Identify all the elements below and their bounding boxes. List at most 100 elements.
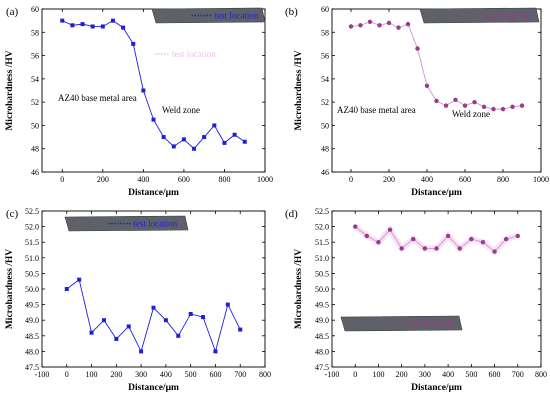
data-point xyxy=(472,99,477,105)
x-tick-label: 200 xyxy=(97,175,109,184)
data-point xyxy=(242,139,247,144)
x-tick-label: 0 xyxy=(65,370,69,379)
data-point xyxy=(212,123,217,128)
x-tick-label: 400 xyxy=(442,370,454,379)
y-tick-label: 54 xyxy=(321,75,329,84)
x-tick-label: 500 xyxy=(465,370,477,379)
x-tick-label: 200 xyxy=(383,175,395,184)
data-point xyxy=(238,327,243,332)
y-tick-label: 49.0 xyxy=(25,316,39,325)
data-point xyxy=(201,315,206,320)
data-point xyxy=(114,336,119,341)
x-tick-label: -100 xyxy=(325,370,340,379)
x-tick-label: 300 xyxy=(419,370,431,379)
y-tick-label: 58 xyxy=(31,28,39,37)
specimen-shape xyxy=(151,7,266,24)
panel-b: 0 200 400 600 800 1000 46 48 50 52 54 56 58 60 Distanc… xyxy=(285,5,549,198)
data-point xyxy=(481,104,487,110)
legend-label: test location xyxy=(215,11,259,21)
y-tick-label: 46 xyxy=(31,168,39,177)
data-point xyxy=(434,246,439,251)
data-point xyxy=(89,330,94,335)
x-tick-label: 500 xyxy=(185,370,197,379)
data-point xyxy=(181,137,186,142)
y-tick-label: 48.0 xyxy=(315,347,329,356)
legend-specimen: test location xyxy=(340,315,463,332)
data-point xyxy=(519,103,525,108)
series-line xyxy=(62,20,245,150)
data-point xyxy=(202,135,207,140)
y-tick-label: 60 xyxy=(31,5,39,14)
y-axis-label: Microhardness /HV xyxy=(294,249,304,329)
panel-a: 0 200 400 600 800 1000 46 48 50 52 54 56 58 60 Distanc… xyxy=(5,5,273,198)
data-point xyxy=(491,106,496,112)
series-line xyxy=(66,278,241,353)
data-point xyxy=(358,23,363,28)
x-tick-label: 600 xyxy=(459,175,471,184)
data-point xyxy=(141,88,146,93)
y-tick-label: 47.5 xyxy=(315,363,329,372)
y-tick-label: 49.5 xyxy=(25,301,39,310)
data-point xyxy=(77,277,82,282)
y-tick-label: 49.5 xyxy=(315,301,329,310)
panel-label: (d) xyxy=(285,208,298,220)
data-point xyxy=(70,23,75,28)
y-tick-label: 52 xyxy=(31,98,39,107)
y-tick-label: 48.0 xyxy=(25,347,39,356)
legend-specimen: test location xyxy=(419,7,540,24)
data-point xyxy=(510,104,515,110)
data-point xyxy=(367,19,373,25)
data-point xyxy=(445,233,451,239)
x-tick-label: 400 xyxy=(421,175,433,184)
y-tick-label: 50 xyxy=(321,121,329,130)
data-point xyxy=(139,349,144,354)
y-tick-label: 58 xyxy=(321,28,329,37)
legend-label: test location xyxy=(133,219,177,229)
y-tick-label: 50.5 xyxy=(25,269,39,278)
ghost-legend-label: test location xyxy=(172,49,216,59)
x-tick-label: 800 xyxy=(259,370,271,379)
data-point xyxy=(376,240,381,245)
data-point xyxy=(80,22,85,27)
legend-label: test location xyxy=(486,11,530,21)
data-point xyxy=(399,246,404,251)
data-point xyxy=(110,18,115,23)
y-tick-label: 60 xyxy=(321,5,329,14)
data-point xyxy=(213,349,218,354)
x-tick-label: 600 xyxy=(178,175,190,184)
y-tick-label: 51.5 xyxy=(25,238,39,247)
x-tick-label: 600 xyxy=(489,370,501,379)
data-point xyxy=(424,83,430,89)
y-tick-label: 51.0 xyxy=(315,254,329,263)
data-point xyxy=(364,233,370,239)
data-point xyxy=(60,18,65,23)
x-tick-label: 100 xyxy=(86,370,98,379)
panel-d: -100 0 100 200 300 400 500 600 700 800 47.5 48.0 48.… xyxy=(285,207,547,393)
y-tick-label: 52.0 xyxy=(315,223,329,232)
data-point xyxy=(64,287,69,291)
data-point xyxy=(386,20,392,26)
x-tick-label: 100 xyxy=(372,370,384,379)
y-tick-label: 48.5 xyxy=(315,332,329,341)
y-tick-label: 50.5 xyxy=(315,269,329,278)
x-tick-label: 200 xyxy=(396,370,408,379)
data-point xyxy=(188,311,193,316)
data-point xyxy=(176,333,181,338)
axes-frame xyxy=(41,8,266,173)
annotation: AZ40 base metal area xyxy=(337,105,416,115)
x-tick-label: -100 xyxy=(35,370,50,379)
x-tick-label: 0 xyxy=(349,175,353,184)
x-axis-label: Distance/μm xyxy=(411,383,462,393)
y-tick-label: 52.0 xyxy=(25,223,39,232)
data-point xyxy=(100,24,105,29)
panel-label: (a) xyxy=(6,6,19,18)
data-point xyxy=(434,98,439,104)
x-tick-label: 1000 xyxy=(533,175,549,184)
y-tick-label: 56 xyxy=(31,52,39,61)
x-tick-label: 400 xyxy=(160,370,172,379)
data-point xyxy=(405,21,411,27)
y-tick-label: 52 xyxy=(321,98,329,107)
x-tick-label: 1000 xyxy=(257,175,273,184)
panel-label: (c) xyxy=(6,208,19,220)
data-point xyxy=(515,233,520,239)
